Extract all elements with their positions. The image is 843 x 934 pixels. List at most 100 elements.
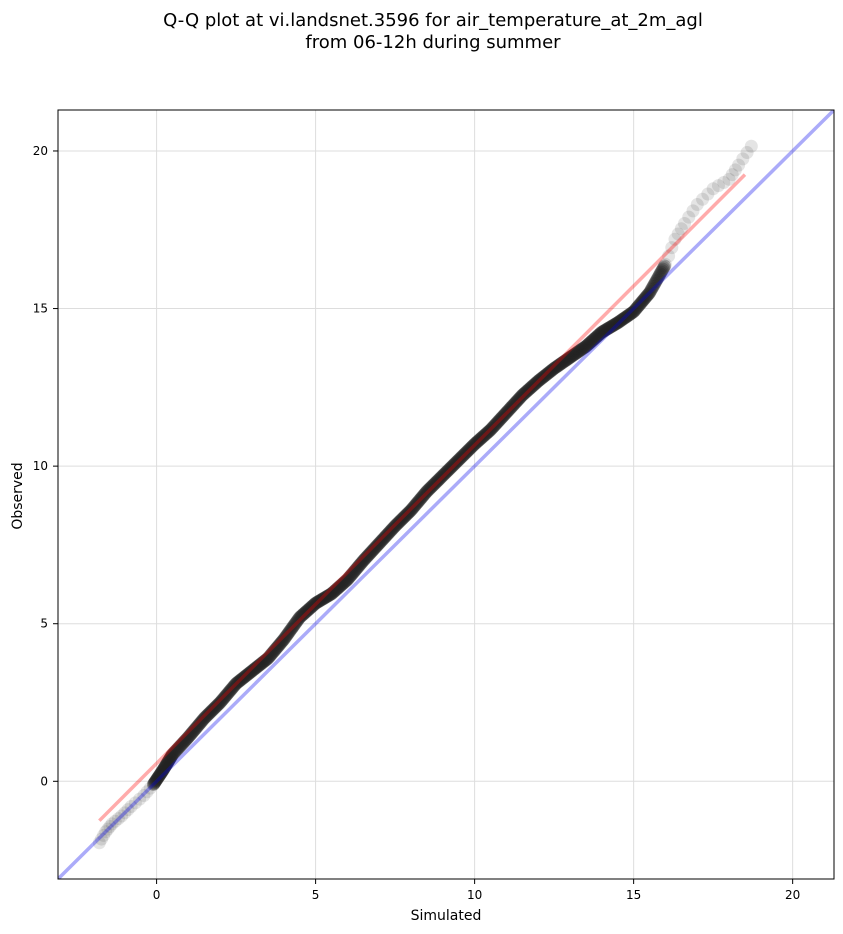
quantile-point <box>474 432 488 446</box>
quantile-point <box>605 319 619 333</box>
quantile-point <box>322 588 336 602</box>
quantile-point <box>641 288 655 302</box>
quantile-point <box>437 468 451 482</box>
quantile-point <box>161 755 175 769</box>
quantile-point <box>400 508 414 522</box>
quantile-point <box>446 459 460 473</box>
quantile-point <box>652 268 666 282</box>
quantile-point <box>337 576 351 590</box>
quantile-point <box>324 587 338 601</box>
plot-frame <box>57 109 835 880</box>
quantile-point <box>711 179 725 193</box>
quantile-point <box>92 836 106 850</box>
quantile-point <box>336 577 350 591</box>
quantile-point <box>249 660 263 674</box>
quantile-point <box>544 364 558 378</box>
quantile-point <box>426 478 440 492</box>
quantile-point <box>429 476 443 490</box>
quantile-point <box>192 718 206 732</box>
quantile-point <box>461 444 475 458</box>
quantile-point <box>482 424 496 438</box>
quantile-point <box>620 310 634 324</box>
quantile-point <box>357 553 371 567</box>
x-tick-label: 0 <box>153 888 161 902</box>
quantile-point <box>328 584 342 598</box>
quantile-point <box>403 504 417 518</box>
lines <box>58 110 834 879</box>
quantile-point <box>321 589 335 603</box>
quantile-point <box>635 294 649 308</box>
quantile-point <box>307 598 321 612</box>
quantile-point <box>505 400 519 414</box>
quantile-point <box>291 613 305 627</box>
quantile-point <box>560 352 574 366</box>
quantile-point <box>153 768 167 782</box>
quantile-point <box>545 363 559 377</box>
quantile-point <box>481 425 495 439</box>
quantile-point <box>264 648 278 662</box>
quantile-point <box>574 343 588 357</box>
quantile-point <box>632 298 646 312</box>
quantile-point <box>423 481 437 495</box>
quantile-point <box>286 620 300 634</box>
quantile-point <box>728 163 742 177</box>
quantile-point <box>191 719 205 733</box>
quantile-point <box>407 500 421 514</box>
quantile-point <box>330 582 344 596</box>
quantile-point <box>455 449 469 463</box>
quantile-point <box>533 373 547 387</box>
quantile-point <box>510 394 524 408</box>
quantile-point <box>206 703 220 717</box>
quantile-point <box>529 376 543 390</box>
quantile-point <box>214 694 228 708</box>
quantile-point <box>511 393 525 407</box>
quantile-point <box>279 629 293 643</box>
quantile-point <box>564 350 578 364</box>
quantile-point <box>576 341 590 355</box>
quantile-point <box>412 494 426 508</box>
quantile-point <box>622 308 636 322</box>
quantile-point <box>160 757 174 771</box>
quantile-point <box>521 383 535 397</box>
quantile-point <box>396 511 410 525</box>
quantile-point <box>443 462 457 476</box>
quantile-point <box>514 390 528 404</box>
quantile-point <box>500 405 514 419</box>
grid <box>58 110 834 879</box>
quantile-point <box>537 370 551 384</box>
quantile-point <box>496 409 510 423</box>
quantile-point <box>197 711 211 725</box>
quantile-point <box>202 707 216 721</box>
quantile-point <box>362 547 376 561</box>
quantile-point <box>332 580 346 594</box>
quantile-point <box>502 403 516 417</box>
quantile-point <box>367 542 381 556</box>
quantile-point <box>176 736 190 750</box>
quantile-point <box>294 610 308 624</box>
quantile-point <box>616 312 630 326</box>
quantile-point <box>232 674 246 688</box>
quantile-point <box>722 172 736 186</box>
quantile-point <box>163 751 177 765</box>
quantile-point <box>199 710 213 724</box>
quantile-point <box>327 584 341 598</box>
quantile-point <box>207 702 221 716</box>
quantile-point <box>189 721 203 735</box>
quantile-point <box>368 541 382 555</box>
quantile-point <box>559 353 573 367</box>
quantile-point <box>397 510 411 524</box>
quantile-point <box>341 572 355 586</box>
quantile-point <box>234 673 248 687</box>
quantile-point <box>401 506 415 520</box>
quantile-point <box>530 375 544 389</box>
quantile-point <box>450 455 464 469</box>
quantile-point <box>334 578 348 592</box>
quantile-point <box>627 305 641 319</box>
quantile-point <box>547 361 561 375</box>
quantile-point <box>169 744 183 758</box>
quantile-point <box>540 367 554 381</box>
quantile-point <box>262 650 276 664</box>
quantile-point <box>387 520 401 534</box>
quantile-point <box>318 590 332 604</box>
quantile-point <box>358 552 372 566</box>
